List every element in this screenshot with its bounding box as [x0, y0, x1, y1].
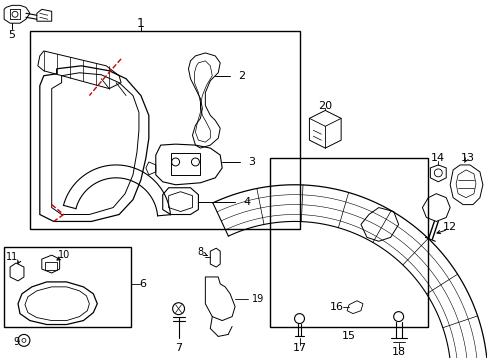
Text: 12: 12	[442, 222, 456, 233]
Text: 3: 3	[248, 157, 255, 167]
Text: 2: 2	[238, 71, 245, 81]
Text: 1: 1	[137, 17, 144, 30]
Text: 19: 19	[251, 294, 264, 304]
Text: 8: 8	[197, 247, 203, 257]
Text: 14: 14	[430, 153, 445, 163]
Text: 20: 20	[318, 102, 332, 112]
Text: 10: 10	[58, 250, 70, 260]
Text: 17: 17	[292, 343, 306, 353]
Text: 6: 6	[139, 279, 146, 289]
Text: 16: 16	[329, 302, 344, 312]
Bar	[170, 153, 200, 175]
Text: 9: 9	[13, 337, 19, 347]
Text: 4: 4	[243, 197, 250, 207]
Text: 15: 15	[342, 332, 355, 341]
Text: 18: 18	[391, 347, 405, 357]
Text: 5: 5	[8, 30, 16, 40]
Bar	[45, 262, 57, 270]
Text: 11: 11	[6, 252, 18, 262]
Bar	[4, 247, 131, 327]
Text: 13: 13	[460, 153, 474, 163]
Bar	[269, 158, 427, 327]
Text: 7: 7	[175, 343, 182, 353]
Bar	[30, 31, 299, 229]
